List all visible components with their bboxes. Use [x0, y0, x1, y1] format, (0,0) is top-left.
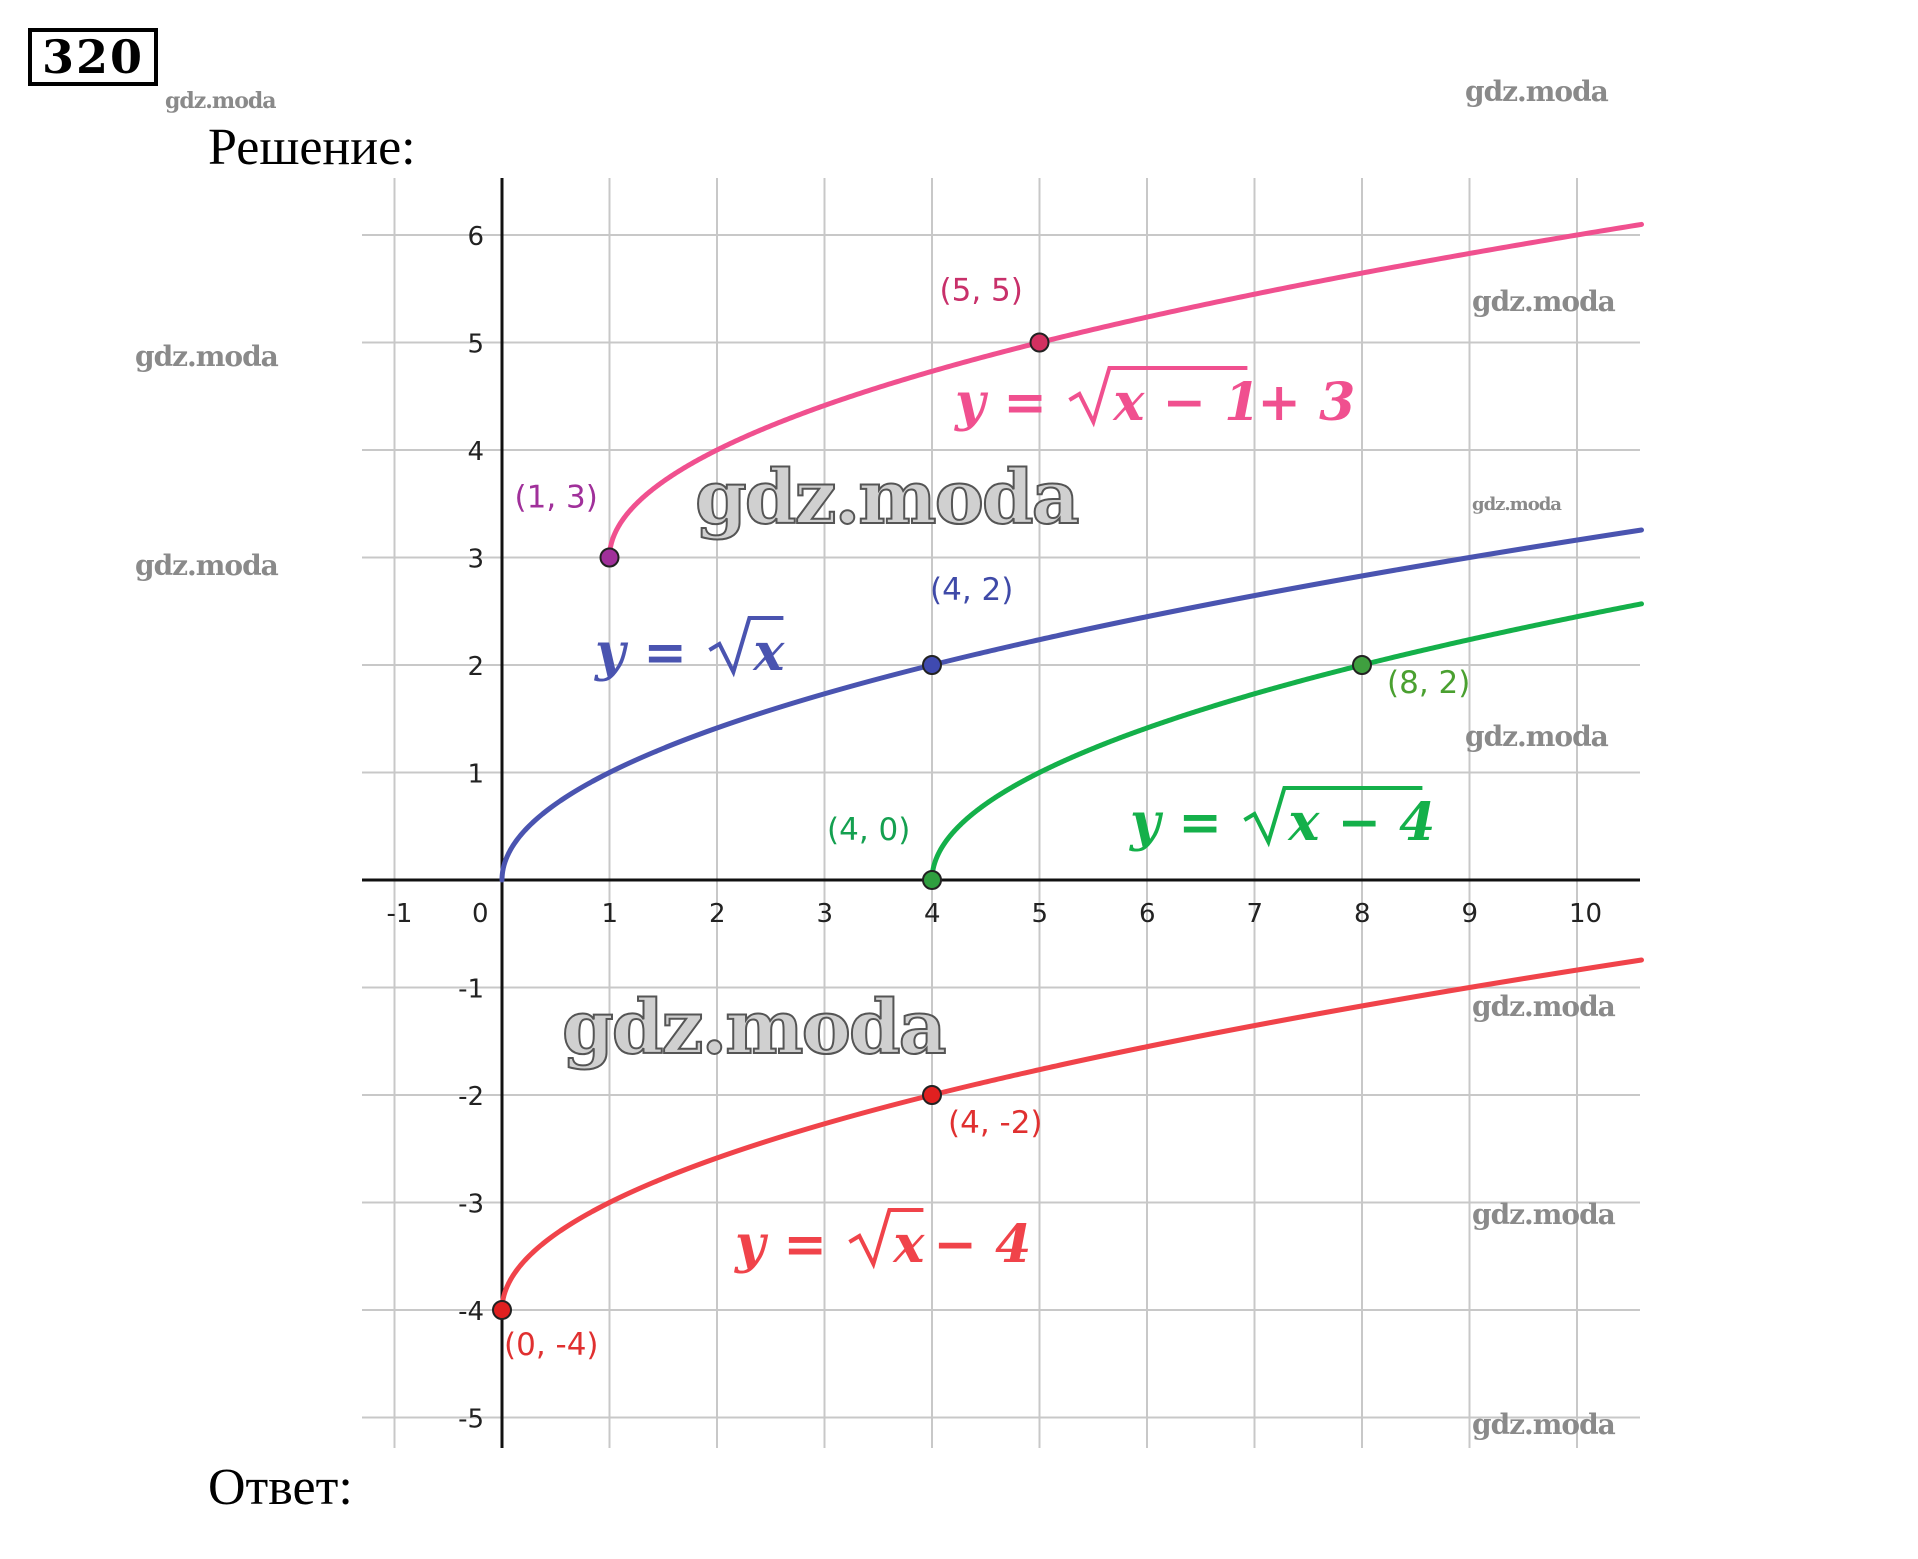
point-label: (4, 2) [930, 572, 1013, 608]
point-marker [922, 870, 942, 890]
y-tick-label: 4 [467, 437, 484, 467]
svg-text:x − 4: x − 4 [1287, 792, 1435, 853]
point-labels: (1, 3) (5, 5) (4, 2) (8, 2) (4, 0) (4, -2) (0,… [504, 273, 1470, 1364]
watermark: gdz.moda [1465, 720, 1609, 753]
curves [499, 221, 1644, 1313]
point-label: (5, 5) [940, 273, 1023, 309]
x-tick-label: 10 [1569, 899, 1602, 929]
watermark: gdz.moda [1472, 1198, 1616, 1231]
y-tick-label: 3 [467, 545, 484, 575]
y-tick-label: -2 [458, 1082, 484, 1112]
svg-text:x: x [752, 622, 785, 683]
y-tick-label: -3 [458, 1190, 484, 1220]
watermark: gdz.moda [561, 984, 948, 1072]
problem-number: 320 [28, 28, 158, 86]
formula-green: y = x − 4 [1129, 786, 1435, 853]
watermark: gdz.moda [135, 340, 279, 373]
x-tick-label: 0 [472, 899, 489, 929]
formula-labels: y = x − 1 + 3y = xy = x − 4y = x − 4 [594, 366, 1435, 1275]
point-marker [492, 1300, 512, 1320]
point-label: (0, -4) [504, 1327, 599, 1363]
y-tick-label: -4 [458, 1297, 484, 1327]
key-points [492, 332, 1372, 1320]
point-marker [599, 547, 620, 568]
svg-text:− 4: − 4 [933, 1214, 1031, 1275]
x-tick-label: 6 [1139, 899, 1156, 929]
point-marker [1029, 332, 1050, 353]
watermark: gdz.moda [694, 454, 1081, 542]
point-marker [1352, 655, 1372, 675]
answer-label: Ответ: [208, 1459, 353, 1516]
curve-4 [499, 957, 1644, 1313]
y-tick-label: 6 [467, 222, 484, 252]
curve-2 [499, 527, 1644, 883]
svg-text:y =: y = [1129, 792, 1222, 853]
svg-text:y =: y = [594, 622, 687, 683]
watermark: gdz.moda [1472, 990, 1616, 1023]
point-label: (8, 2) [1387, 665, 1470, 701]
watermark: gdz.moda [135, 549, 279, 582]
x-tick-label: 7 [1247, 899, 1264, 929]
point-marker [922, 1085, 942, 1105]
svg-text:x − 1: x − 1 [1112, 372, 1260, 433]
x-tick-label: 2 [709, 899, 726, 929]
solution-heading: Решение: [208, 119, 416, 176]
x-tick-label: -1 [387, 899, 413, 929]
y-tick-label: -5 [458, 1405, 484, 1435]
svg-text:+ 3: + 3 [1257, 372, 1355, 433]
svg-text:y =: y = [734, 1214, 827, 1275]
y-tick-label: 2 [467, 652, 484, 682]
point-label: (4, -2) [948, 1105, 1043, 1141]
formula-blue: y = x [594, 616, 785, 683]
watermark: gdz.moda [1465, 75, 1609, 108]
curve-1 [607, 221, 1644, 560]
watermark: gdz.moda [1472, 1408, 1616, 1441]
x-tick-label: 3 [817, 899, 834, 929]
axes [362, 178, 1640, 1448]
watermark: gdz.moda [1472, 494, 1562, 515]
watermark: gdz.moda [1472, 285, 1616, 318]
x-tick-label: 9 [1462, 899, 1479, 929]
x-tick-label: 8 [1354, 899, 1371, 929]
point-marker [922, 655, 942, 675]
point-label: (1, 3) [515, 480, 598, 516]
y-tick-label: -1 [458, 975, 484, 1005]
formula-red: y = x − 4 [734, 1208, 1031, 1275]
grid [362, 178, 1640, 1448]
point-label: (4, 0) [827, 812, 910, 848]
svg-text:y =: y = [954, 372, 1047, 433]
svg-text:x: x [892, 1214, 925, 1275]
x-tick-label: 5 [1032, 899, 1049, 929]
y-tick-label: 5 [467, 330, 484, 360]
y-tick-label: 1 [467, 760, 484, 790]
tick-labels: -1 0 1 2 3 4 5 6 7 8 9 10 6 5 4 3 2 1 -1 -2 -3 -4 -5 [387, 222, 1603, 1435]
formula-pink: y = x − 1 + 3 [954, 366, 1355, 433]
curve-3 [929, 601, 1644, 883]
x-tick-label: 4 [924, 899, 941, 929]
watermark: gdz.moda [165, 88, 277, 114]
x-tick-label: 1 [602, 899, 619, 929]
